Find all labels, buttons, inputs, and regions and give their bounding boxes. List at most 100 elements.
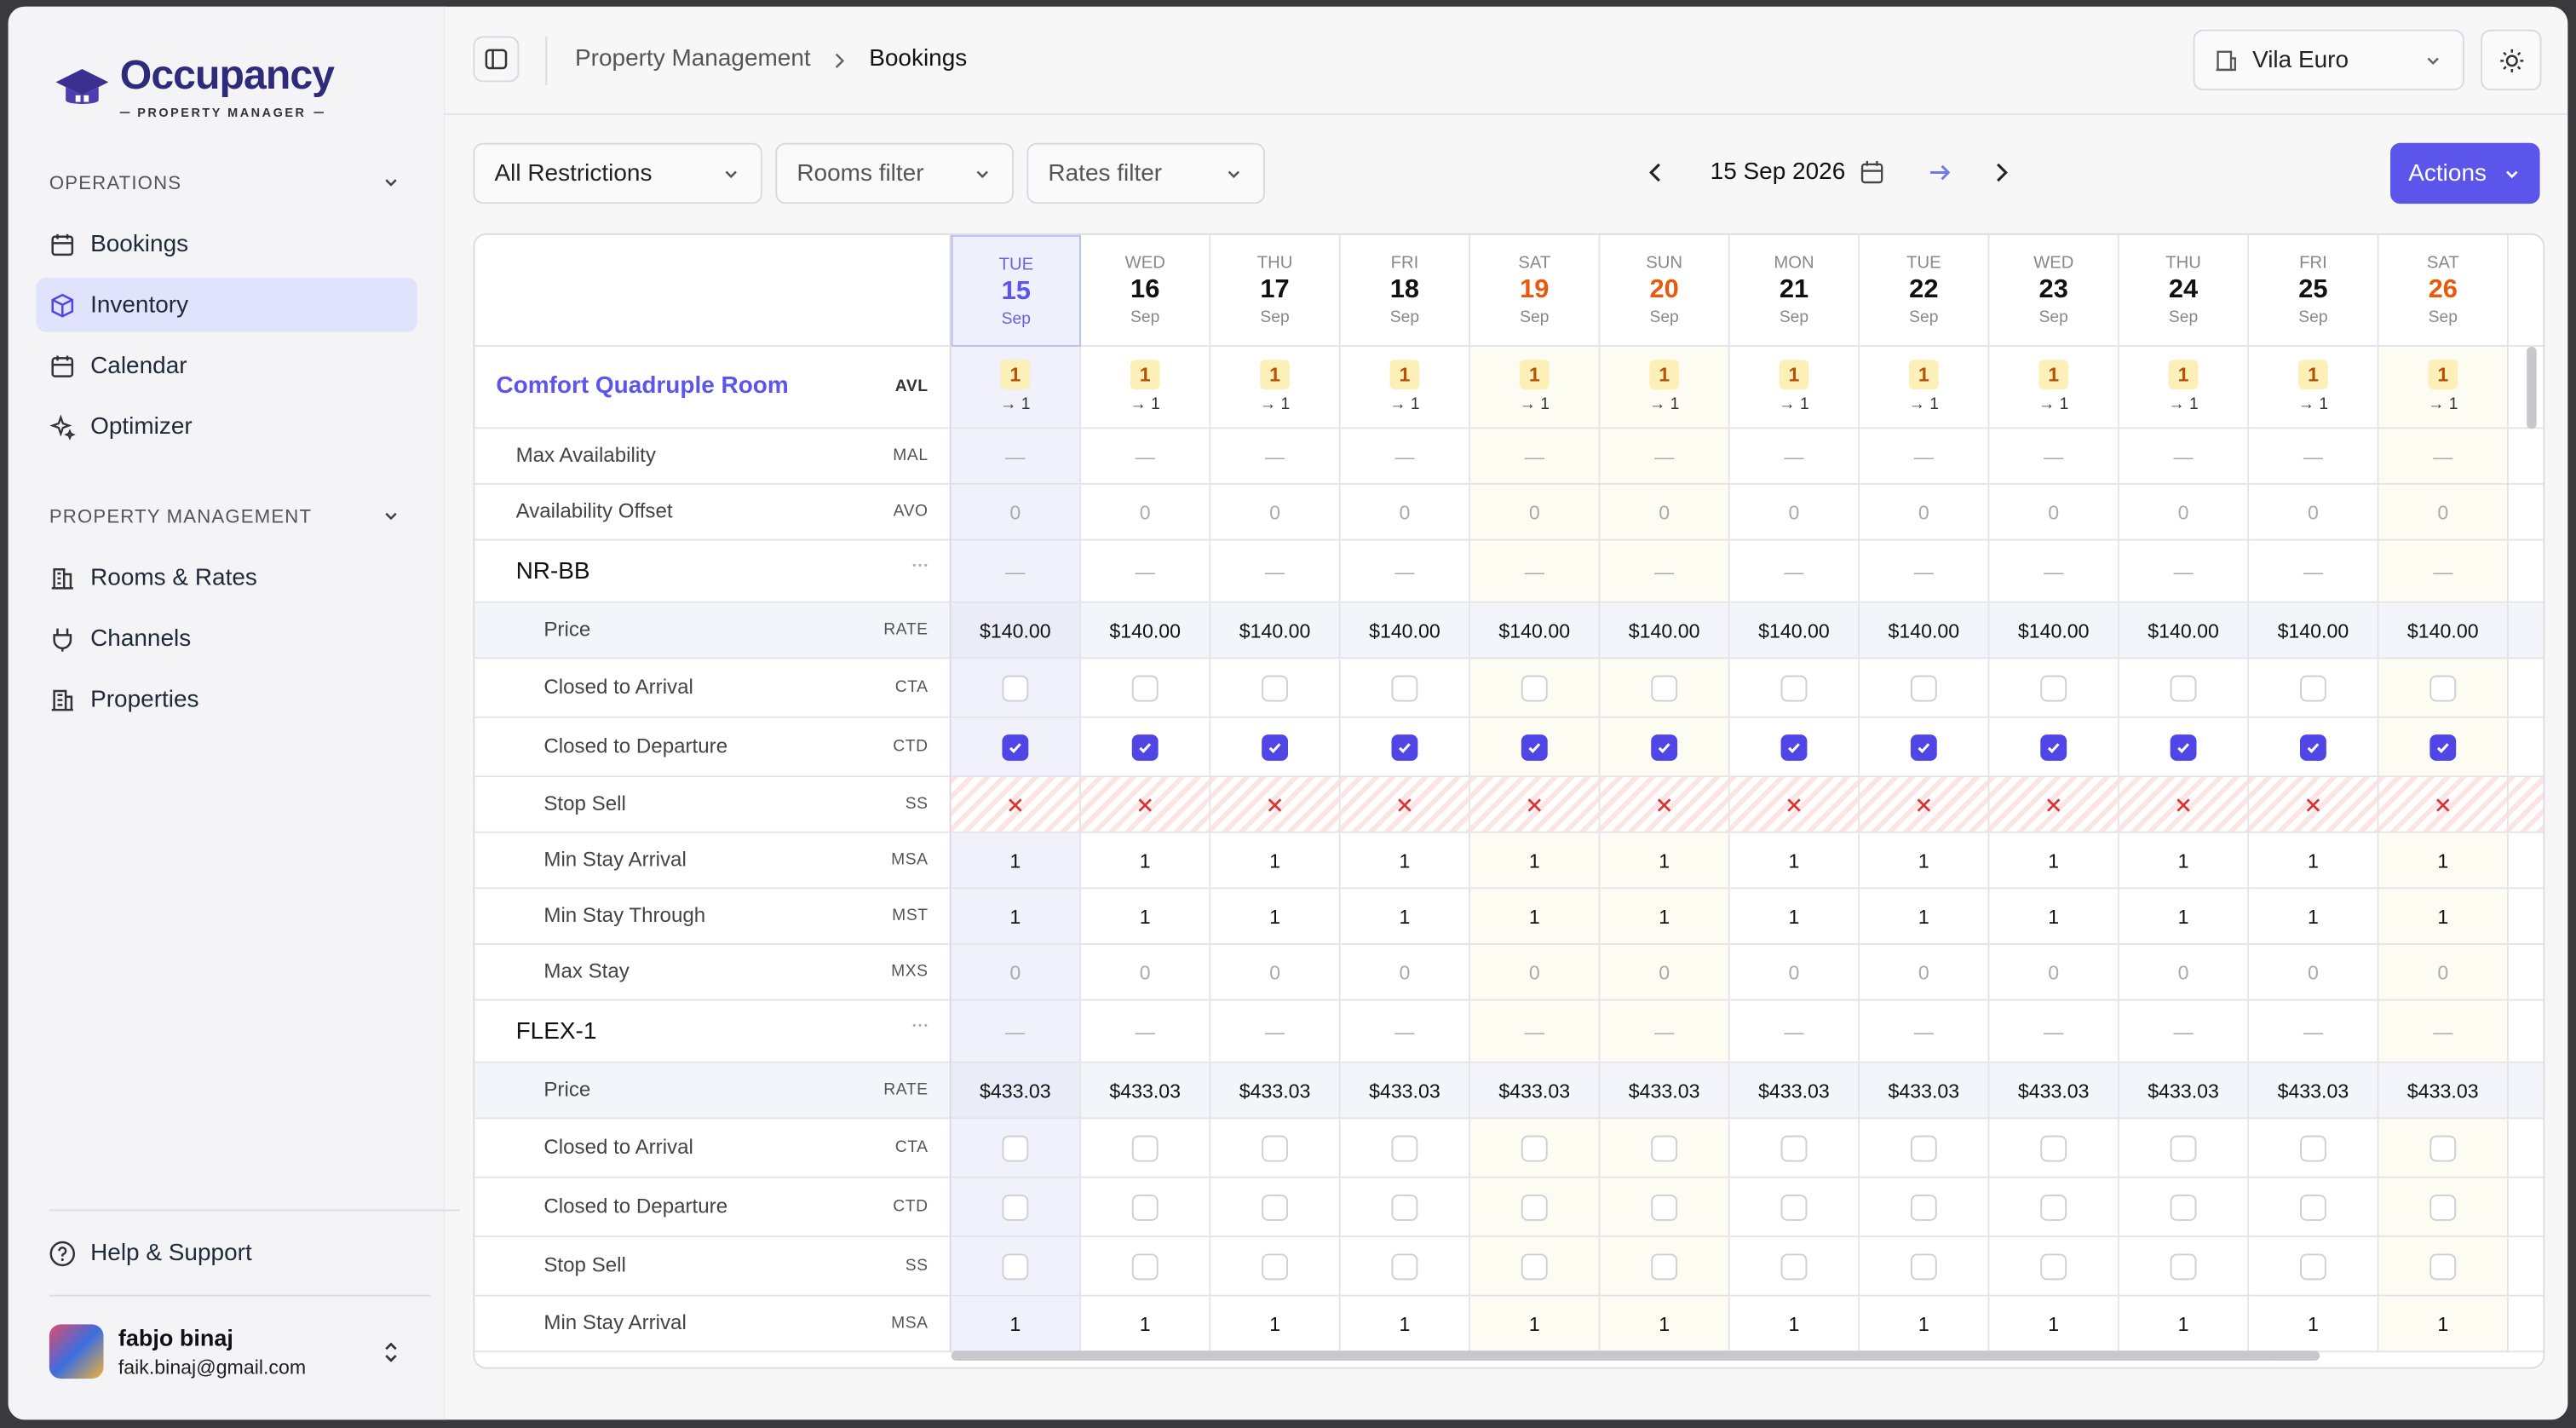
grid-cell[interactable]: $433.03 [1860,1062,1990,1120]
grid-cell[interactable]: 1 [1729,1296,1860,1353]
grid-cell[interactable] [1729,659,1860,718]
day-header[interactable]: MON 21 Sep [1729,234,1860,347]
availability-cell[interactable]: 1 → 1 [1600,346,1730,429]
grid-cell[interactable]: $433.03 [1729,1062,1860,1120]
checkbox-checked[interactable] [1131,734,1159,760]
checkbox[interactable] [1391,1134,1418,1161]
checkbox-checked[interactable] [1780,734,1808,760]
checkbox[interactable] [1521,1252,1548,1280]
grid-cell[interactable] [1340,659,1471,718]
grid-cell[interactable]: $433.03 [2249,1062,2379,1120]
checkbox[interactable] [1651,1252,1678,1280]
checkbox[interactable] [2170,1194,2197,1220]
grid-cell[interactable]: $140.00 [2119,602,2250,659]
grid-cell[interactable] [951,1178,1081,1238]
grid-cell[interactable] [1989,1119,2119,1178]
day-header[interactable]: TUE 15 Sep [951,234,1081,347]
checkbox[interactable] [1651,1134,1678,1161]
checkbox-checked[interactable] [1910,734,1937,760]
grid-cell[interactable] [2249,777,2379,833]
grid-cell[interactable]: 1 [1470,889,1601,945]
grid-cell[interactable] [1860,777,1990,833]
grid-cell[interactable]: 1 [1989,1296,2119,1353]
checkbox[interactable] [1521,1194,1548,1220]
grid-cell[interactable] [2119,1178,2250,1238]
availability-cell[interactable]: 1 → 1 [1210,346,1341,429]
checkbox[interactable] [2299,674,2326,701]
checkbox-checked[interactable] [2299,734,2326,760]
grid-cell[interactable] [1989,659,2119,718]
grid-cell[interactable]: 0 [1210,944,1341,1001]
stop-sell-icon[interactable] [1785,796,1802,812]
checkbox[interactable] [2299,1252,2326,1280]
checkbox-checked[interactable] [1391,734,1418,760]
grid-cell[interactable]: 0 [1600,944,1730,1001]
checkbox[interactable] [1002,1252,1029,1280]
grid-cell[interactable]: 1 [1989,832,2119,890]
checkbox[interactable] [1002,674,1029,701]
grid-cell[interactable] [1210,1237,1341,1297]
grid-cell[interactable]: $433.03 [1989,1062,2119,1120]
grid-cell[interactable] [1729,1178,1860,1238]
grid-cell[interactable]: — [1080,429,1211,485]
grid-cell[interactable] [1210,1178,1341,1238]
filter-select[interactable]: Rooms filter [775,142,1014,204]
grid-cell[interactable] [1600,717,1730,778]
grid-cell[interactable]: $433.03 [1080,1062,1211,1120]
grid-cell[interactable] [1860,1119,1990,1178]
grid-cell[interactable]: $140.00 [1210,602,1341,659]
checkbox[interactable] [2040,1194,2067,1220]
nav-section-title[interactable]: OPERATIONS [49,174,182,194]
grid-cell[interactable]: 0 [2249,484,2379,541]
grid-cell[interactable]: — [2249,429,2379,485]
availability-cell[interactable]: 1 → 1 [1340,346,1471,429]
grid-cell[interactable] [1340,777,1471,833]
grid-cell[interactable]: 1 [1860,1296,1990,1353]
grid-cell[interactable] [2119,777,2250,833]
grid-cell[interactable] [1729,717,1860,778]
checkbox[interactable] [1910,674,1937,701]
grid-cell[interactable] [1600,1178,1730,1238]
grid-cell[interactable]: 0 [1210,484,1341,541]
room-name[interactable]: Comfort Quadruple Room [496,372,789,400]
grid-cell[interactable]: — [1729,429,1860,485]
grid-cell[interactable]: 0 [1729,944,1860,1001]
checkbox[interactable] [1131,674,1159,701]
grid-cell[interactable] [1860,717,1990,778]
grid-cell[interactable] [951,777,1081,833]
checkbox[interactable] [1780,1134,1808,1161]
grid-cell[interactable] [951,1119,1081,1178]
checkbox[interactable] [1131,1194,1159,1220]
availability-cell[interactable]: 1 → 1 [951,346,1081,429]
stop-sell-icon[interactable] [2435,796,2451,812]
grid-cell[interactable] [1860,1237,1990,1297]
grid-cell[interactable] [2249,1237,2379,1297]
grid-cell[interactable] [1080,717,1211,778]
grid-cell[interactable] [1470,1178,1601,1238]
grid-cell[interactable]: $140.00 [1989,602,2119,659]
grid-cell[interactable]: 1 [2378,889,2509,945]
checkbox-checked[interactable] [2170,734,2197,760]
grid-cell[interactable] [1340,717,1471,778]
grid-cell[interactable] [1470,1237,1601,1297]
day-header[interactable]: FRI 25 Sep [2249,234,2379,347]
checkbox-checked[interactable] [1651,734,1678,760]
grid-cell[interactable]: $433.03 [1210,1062,1341,1120]
grid-cell[interactable] [1210,1119,1341,1178]
grid-cell[interactable]: 1 [1080,832,1211,890]
day-header[interactable]: THU 17 Sep [1210,234,1341,347]
grid-cell[interactable]: 1 [951,889,1081,945]
grid-cell[interactable]: 0 [1470,944,1601,1001]
grid-cell[interactable]: — [1210,429,1341,485]
availability-cell[interactable]: 1 → 1 [1080,346,1211,429]
grid-cell[interactable] [1600,659,1730,718]
grid-cell[interactable]: 1 [1729,832,1860,890]
checkbox[interactable] [1780,1194,1808,1220]
day-header[interactable]: WED 16 Sep [1080,234,1211,347]
grid-cell[interactable]: $140.00 [1729,602,1860,659]
checkbox[interactable] [1002,1194,1029,1220]
grid-cell[interactable]: 1 [1989,889,2119,945]
grid-cell[interactable]: $433.03 [1340,1062,1471,1120]
theme-toggle[interactable] [2481,29,2542,91]
day-header[interactable]: TUE 22 Sep [1860,234,1990,347]
